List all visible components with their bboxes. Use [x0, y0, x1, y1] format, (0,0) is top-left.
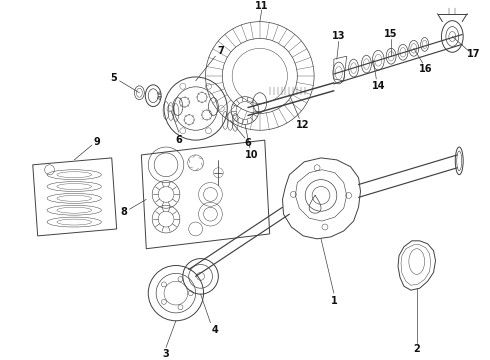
Text: 16: 16 — [419, 64, 432, 74]
Text: 11: 11 — [255, 1, 269, 11]
Text: 13: 13 — [332, 31, 345, 41]
Text: 12: 12 — [295, 120, 309, 130]
Text: 4: 4 — [212, 325, 219, 335]
Text: 14: 14 — [371, 81, 385, 91]
Text: 15: 15 — [384, 30, 398, 40]
Text: 3: 3 — [163, 349, 170, 359]
Text: 5: 5 — [110, 73, 117, 83]
Text: 7: 7 — [217, 46, 224, 56]
Text: 6: 6 — [245, 138, 251, 148]
Text: 8: 8 — [120, 207, 127, 217]
Text: 6: 6 — [175, 135, 182, 145]
Text: 1: 1 — [330, 296, 337, 306]
Text: 2: 2 — [414, 345, 420, 354]
Text: 9: 9 — [94, 137, 100, 147]
Text: 10: 10 — [245, 150, 259, 160]
Text: 17: 17 — [467, 49, 481, 59]
